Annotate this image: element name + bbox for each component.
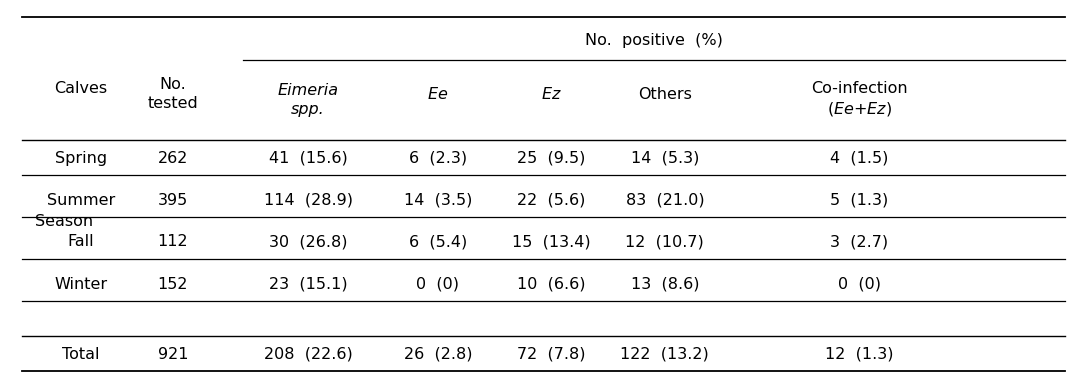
- Text: Winter: Winter: [54, 276, 108, 292]
- Text: 921: 921: [158, 347, 188, 362]
- Text: Season: Season: [35, 214, 93, 229]
- Text: 12  (10.7): 12 (10.7): [626, 234, 704, 250]
- Text: No.
tested: No. tested: [148, 77, 198, 111]
- Text: Fall: Fall: [68, 234, 94, 250]
- Text: Total: Total: [63, 347, 99, 362]
- Text: 112: 112: [158, 234, 188, 250]
- Text: 208  (22.6): 208 (22.6): [264, 347, 352, 362]
- Text: 152: 152: [158, 276, 188, 292]
- Text: Calves: Calves: [54, 81, 108, 96]
- Text: Summer: Summer: [46, 193, 116, 208]
- Text: 83  (21.0): 83 (21.0): [626, 193, 704, 208]
- Text: No.  positive  (%): No. positive (%): [585, 33, 723, 48]
- Text: 4  (1.5): 4 (1.5): [830, 151, 889, 166]
- Text: Eimeria
spp.: Eimeria spp.: [278, 83, 338, 117]
- Text: 25  (9.5): 25 (9.5): [517, 151, 586, 166]
- Text: 0  (0): 0 (0): [838, 276, 881, 292]
- Text: Spring: Spring: [55, 151, 107, 166]
- Text: 262: 262: [158, 151, 188, 166]
- Text: $\it{Ez}$: $\it{Ez}$: [540, 86, 562, 102]
- Text: 14  (3.5): 14 (3.5): [403, 193, 472, 208]
- Text: Co-infection
($\it{Ee}$+$\it{Ez}$): Co-infection ($\it{Ee}$+$\it{Ez}$): [811, 81, 908, 118]
- Text: 13  (8.6): 13 (8.6): [630, 276, 699, 292]
- Text: 23  (15.1): 23 (15.1): [269, 276, 347, 292]
- Text: 22  (5.6): 22 (5.6): [517, 193, 586, 208]
- Text: 26  (2.8): 26 (2.8): [403, 347, 472, 362]
- Text: 0  (0): 0 (0): [416, 276, 459, 292]
- Text: 14  (5.3): 14 (5.3): [630, 151, 699, 166]
- Text: Others: Others: [638, 86, 692, 102]
- Text: 12  (1.3): 12 (1.3): [825, 347, 894, 362]
- Text: 30  (26.8): 30 (26.8): [269, 234, 347, 250]
- Text: 72  (7.8): 72 (7.8): [517, 347, 586, 362]
- Text: $\it{Ee}$: $\it{Ee}$: [427, 86, 449, 102]
- Text: 10  (6.6): 10 (6.6): [517, 276, 586, 292]
- Text: 6  (5.4): 6 (5.4): [409, 234, 467, 250]
- Text: 122  (13.2): 122 (13.2): [620, 347, 709, 362]
- Text: 3  (2.7): 3 (2.7): [830, 234, 889, 250]
- Text: 41  (15.6): 41 (15.6): [269, 151, 347, 166]
- Text: 5  (1.3): 5 (1.3): [830, 193, 889, 208]
- Text: 395: 395: [158, 193, 188, 208]
- Text: 6  (2.3): 6 (2.3): [409, 151, 467, 166]
- Text: 114  (28.9): 114 (28.9): [264, 193, 352, 208]
- Text: 15  (13.4): 15 (13.4): [512, 234, 590, 250]
